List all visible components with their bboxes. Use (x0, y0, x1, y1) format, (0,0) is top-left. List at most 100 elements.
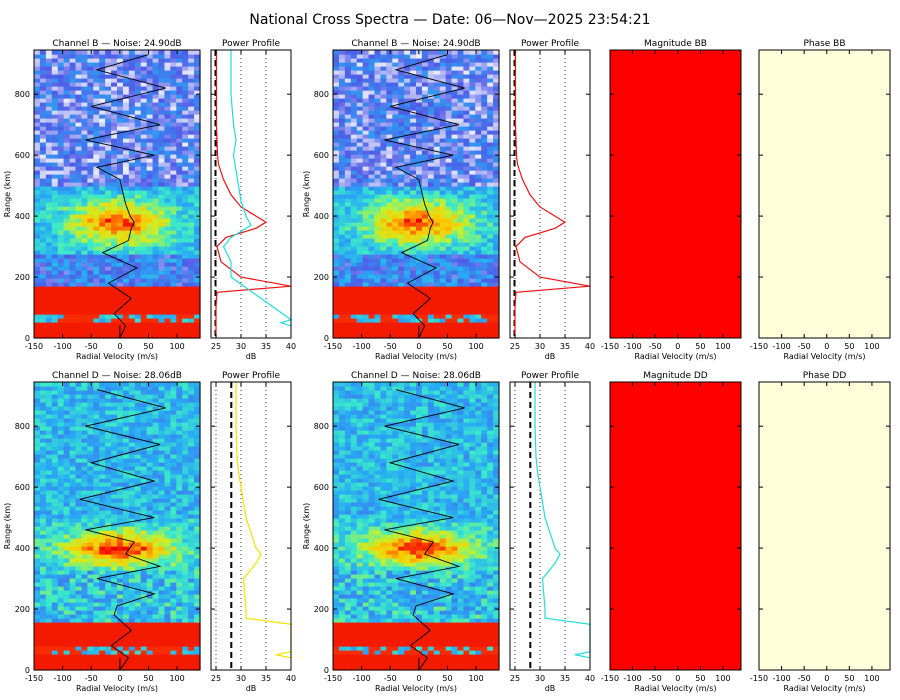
spectrum-cell (386, 166, 393, 171)
spectrum-cell (170, 638, 177, 643)
spectrum-cell (164, 654, 171, 659)
spectrum-cell (164, 178, 171, 183)
spectrum-cell (182, 290, 189, 295)
spectrum-cell (188, 178, 195, 183)
spectrum-cell (176, 314, 183, 319)
spectrum-cell (122, 130, 130, 135)
spectrum-cell (111, 54, 118, 59)
spectrum-cell (481, 146, 488, 151)
spectrum-cell (182, 646, 189, 651)
spectrum-cell (194, 626, 201, 631)
spectrum-cell (87, 258, 94, 263)
spectrum-cell (81, 618, 88, 623)
spectrum-cell (350, 262, 358, 267)
spectrum-cell (368, 122, 376, 127)
spectrum-cell (51, 334, 59, 339)
spectrum-cell (194, 250, 201, 255)
spectrum-cell (487, 270, 494, 275)
spectrum-cell (140, 334, 148, 339)
spectrum-cell (134, 150, 142, 155)
spectrum-cell (398, 162, 405, 167)
spectrum-cell (463, 246, 470, 251)
spectrum-cell (176, 134, 183, 139)
spectrum-cell (158, 162, 166, 167)
spectrum-cell (493, 210, 500, 215)
spectrum-cell (158, 306, 166, 311)
spectrum-cell (128, 294, 136, 299)
spectrum-cell (122, 638, 130, 643)
spectrum-cell (63, 634, 71, 639)
spectrum-cell (493, 126, 500, 131)
spectrum-cell (469, 230, 476, 235)
spectrum-cell (39, 634, 47, 639)
spectrum-cell (356, 134, 364, 139)
spectrum-cell (105, 226, 112, 231)
spectrum-cell (469, 270, 476, 275)
spectrum-cell (445, 102, 453, 107)
spectrum-cell (416, 166, 423, 171)
spectrum-cell (487, 266, 494, 271)
spectrum-cell (404, 330, 411, 335)
spectrum-cell (134, 222, 142, 227)
spectrum-cell (457, 106, 465, 111)
spectrum-cell (404, 262, 411, 267)
spectrum-cell (51, 62, 59, 67)
spectrum-cell (188, 642, 195, 647)
spectrum-cell (445, 94, 453, 99)
spectrum-cell (380, 166, 387, 171)
spectrum-cell (356, 170, 364, 175)
spectrum-cell (457, 218, 465, 223)
spectrum-cell (128, 182, 136, 187)
spectrum-cell (75, 654, 83, 659)
spectrum-cell (350, 326, 358, 331)
spectrum-cell (140, 170, 148, 175)
spectrum-cell (333, 250, 340, 255)
spectrum-cell (398, 94, 405, 99)
spectrum-cell (404, 206, 411, 211)
spectrum-cell (362, 110, 370, 115)
spectrum-cell (99, 78, 106, 83)
spectrum-cell (111, 610, 118, 615)
spectrum-cell (75, 242, 83, 247)
spectrum-cell (457, 102, 465, 107)
spectrum-cell (158, 594, 166, 599)
spectrum-cell (75, 214, 83, 219)
spectrum-cell (368, 202, 376, 207)
spectrum-cell (398, 266, 405, 271)
spectrum-cell (362, 210, 370, 215)
spectrum-cell (122, 650, 130, 655)
spectrum-cell (93, 658, 100, 663)
spectrum-cell (188, 650, 195, 655)
spectrum-cell (338, 330, 346, 335)
spectrum-cell (146, 102, 154, 107)
spectrum-cell (457, 78, 465, 83)
spectrum-cell (392, 250, 399, 255)
spectrum-cell (380, 214, 387, 219)
spectrum-cell (182, 226, 189, 231)
spectrum-cell (99, 626, 106, 631)
spectrum-cell (69, 642, 77, 647)
spectrum-cell (81, 266, 88, 271)
spectrum-cell (487, 110, 494, 115)
x-axis-label: Radial Velocity (m/s) (76, 352, 158, 361)
spectrum-cell (99, 110, 106, 115)
spectrum-cell (188, 282, 195, 287)
spectrum-cell (380, 282, 387, 287)
spectrum-cell (128, 174, 136, 179)
spectrum-cell (439, 250, 447, 255)
spectrum-cell (398, 154, 405, 159)
spectrum-cell (51, 214, 59, 219)
spectrum-cell (374, 282, 382, 287)
spectrum-cell (69, 634, 77, 639)
spectrum-cell (451, 254, 459, 259)
spectrum-cell (170, 602, 177, 607)
spectrum-cell (188, 246, 195, 251)
spectrum-cell (433, 54, 441, 59)
spectrum-cell (182, 634, 189, 639)
spectrum-cell (398, 286, 405, 291)
spectrum-cell (122, 166, 130, 171)
spectrum-cell (410, 66, 417, 71)
spectrum-cell (164, 570, 171, 575)
spectrum-cell (105, 98, 112, 103)
